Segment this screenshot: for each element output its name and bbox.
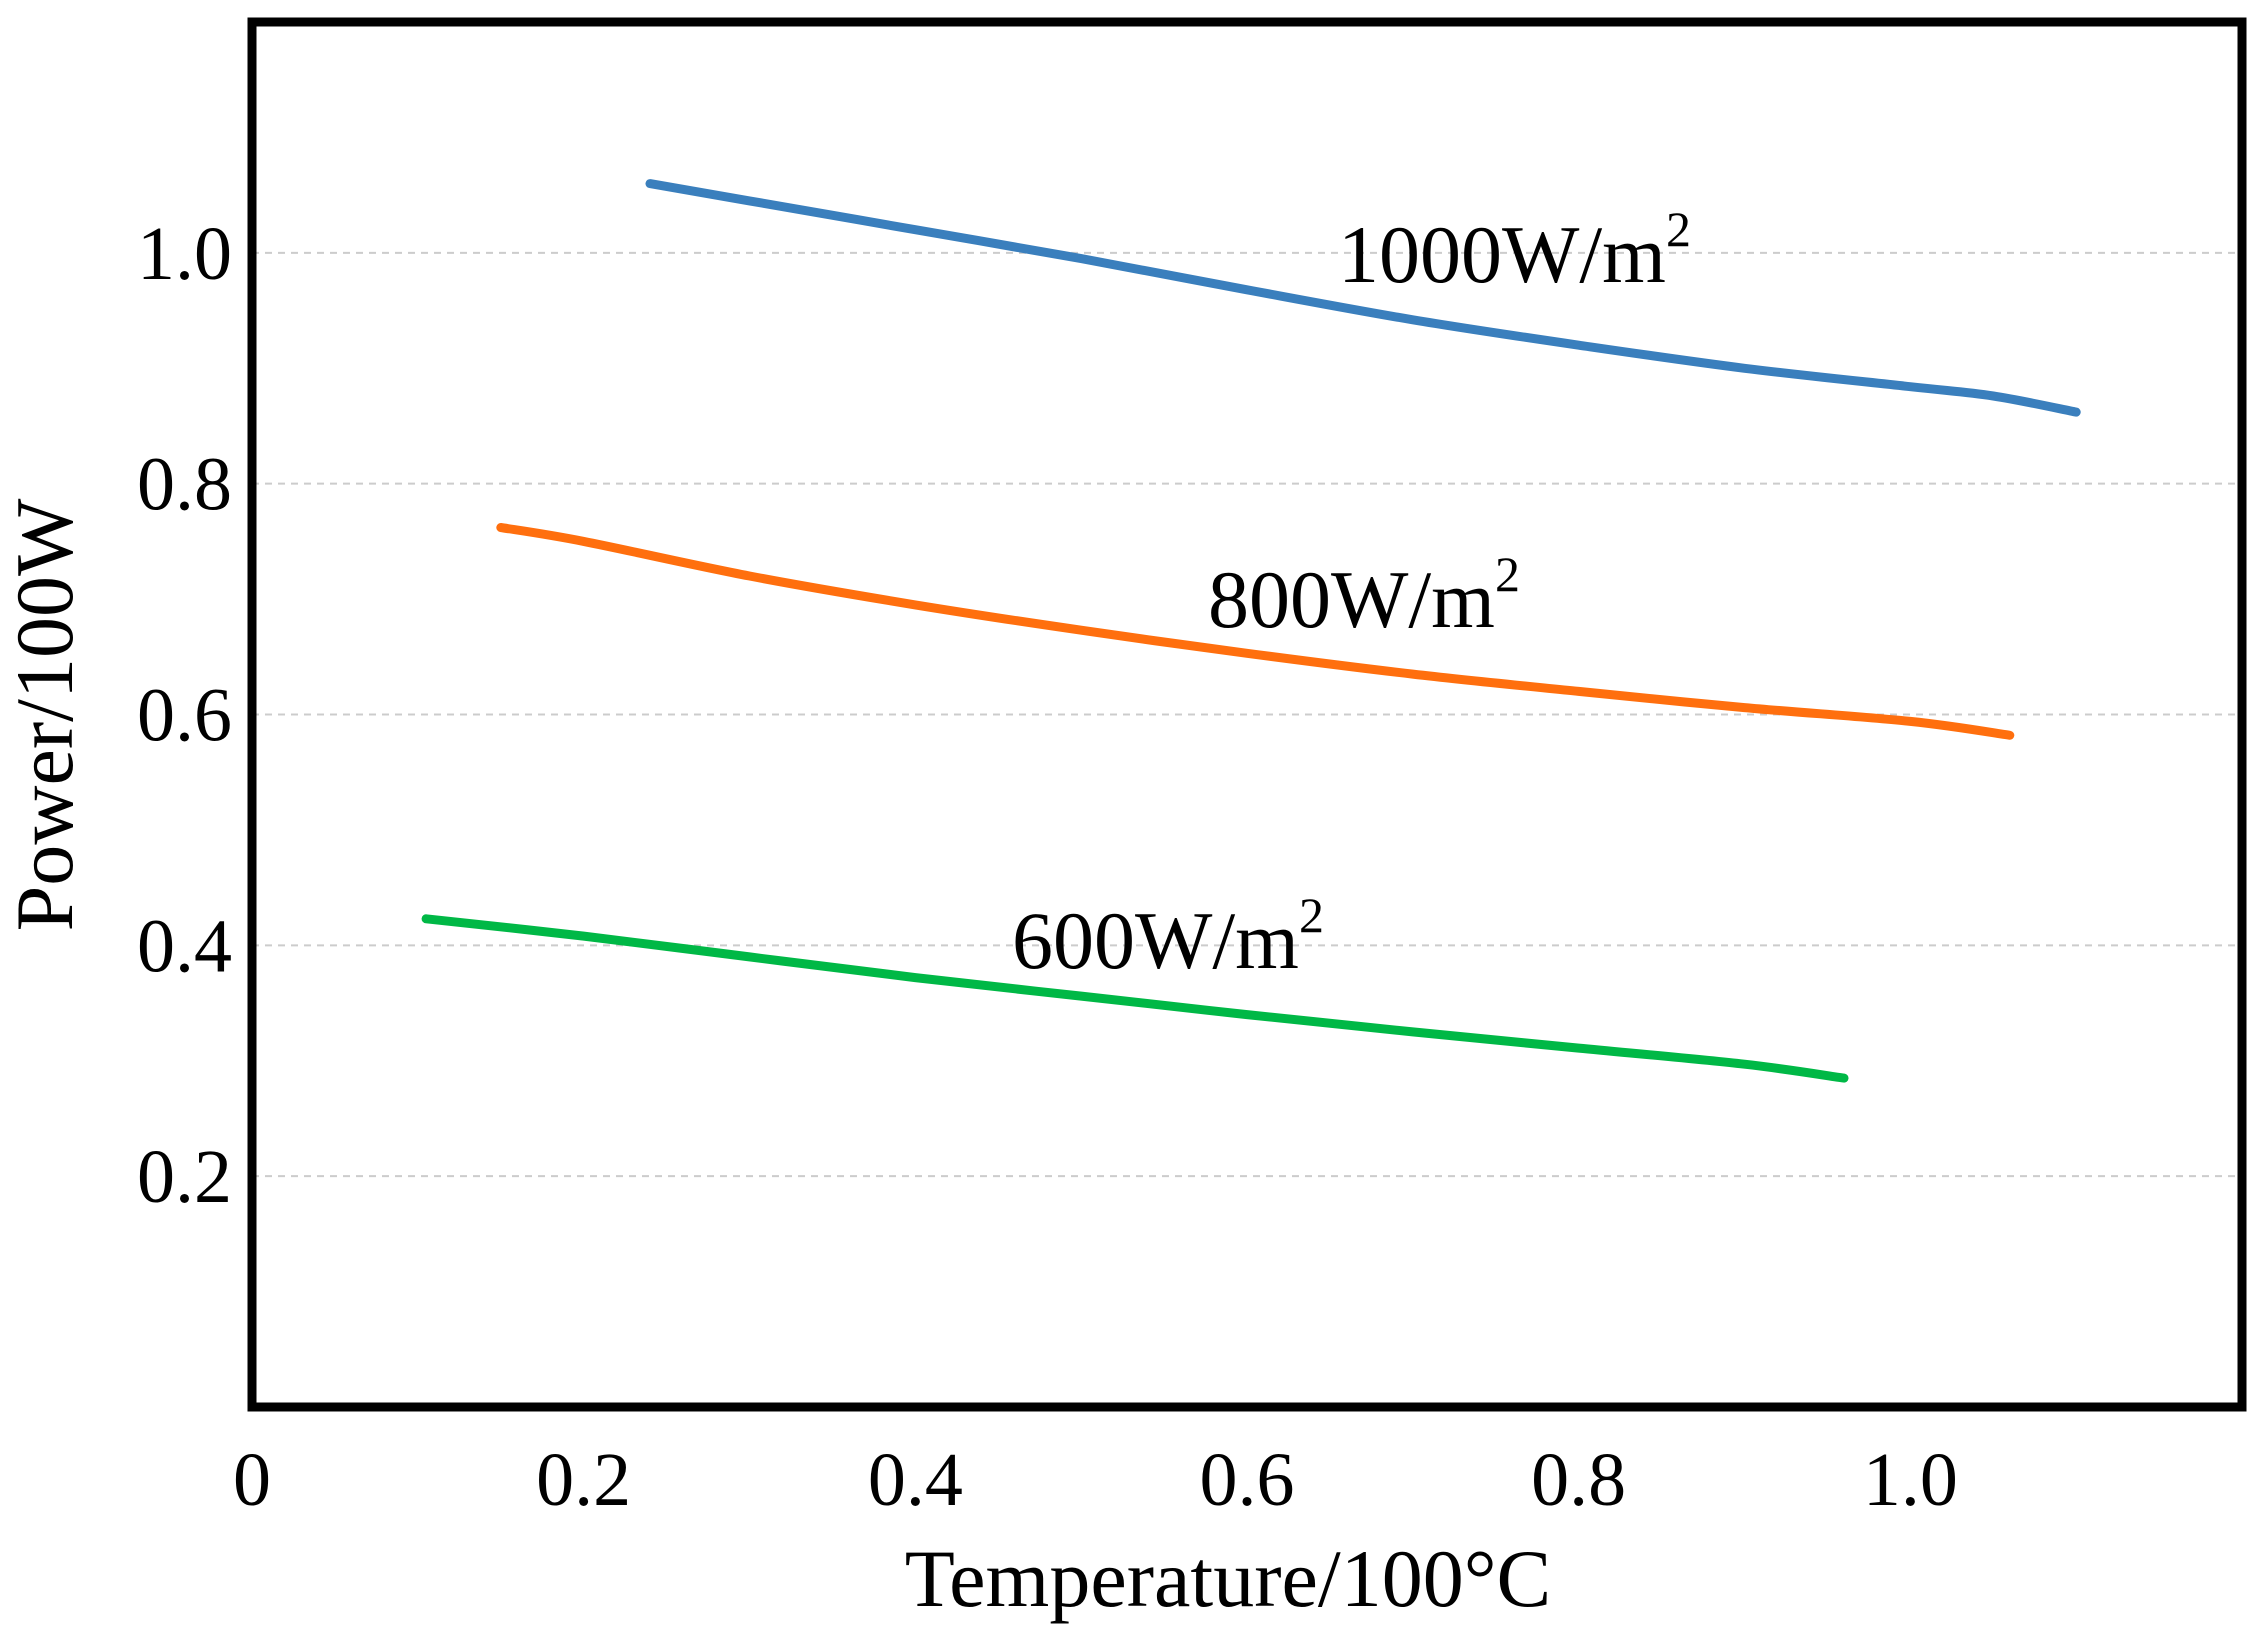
series-label-text: 600W/m: [1012, 895, 1299, 986]
x-tick-label: 0.6: [1200, 1438, 1295, 1522]
x-tick-label: 1.0: [1863, 1438, 1958, 1522]
y-axis-ticks: 0.2 0.4 0.6 0.8 1.0: [137, 212, 232, 1219]
gridlines: [252, 251, 2242, 1178]
y-tick-label: 1.0: [137, 212, 232, 296]
series-lines: [421, 179, 2081, 1083]
series-label-superscript: 2: [1495, 546, 1520, 602]
plot-frame: [247, 17, 2247, 1412]
series-line-800: [496, 523, 2015, 740]
y-tick-label: 0.8: [137, 443, 232, 527]
x-tick-label: 0.4: [868, 1438, 963, 1522]
x-tick-label: 0.8: [1531, 1438, 1626, 1522]
y-tick-label: 0.4: [137, 904, 232, 988]
series-label-superscript: 2: [1299, 887, 1324, 943]
series-label-superscript: 2: [1666, 201, 1691, 257]
series-label-text: 1000W/m: [1338, 209, 1666, 300]
x-axis-ticks: 0 0.2 0.4 0.6 0.8 1.0: [233, 1438, 1958, 1522]
series-line-1000: [645, 179, 2081, 417]
series-line-600: [421, 914, 1849, 1083]
y-axis-title: Power/100W: [0, 498, 90, 931]
y-tick-label: 0.2: [137, 1135, 232, 1219]
x-axis-title: Temperature/100°C: [905, 1533, 1551, 1624]
series-label-600: 600W/m2: [1012, 887, 1324, 986]
x-tick-label: 0: [233, 1438, 271, 1522]
series-label-1000: 1000W/m2: [1338, 201, 1691, 300]
series-label-text: 800W/m: [1208, 554, 1495, 645]
x-tick-label: 0.2: [536, 1438, 631, 1522]
y-tick-label: 0.6: [137, 674, 232, 758]
series-label-800: 800W/m2: [1208, 546, 1520, 645]
